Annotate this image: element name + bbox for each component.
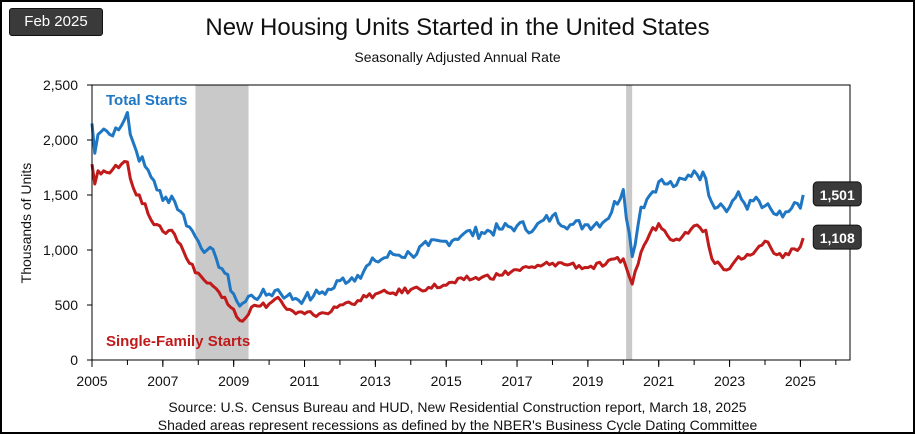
y-tick-label-3: 1,500 — [43, 187, 78, 203]
source-line: Source: U.S. Census Bureau and HUD, New … — [168, 399, 747, 415]
recession-shading — [195, 85, 633, 360]
y-tick-label-5: 2,500 — [43, 77, 78, 93]
end-value-label-0: 1,501 — [820, 187, 855, 203]
x-tick-label-9: 2023 — [714, 373, 745, 389]
source-note: Source: U.S. Census Bureau and HUD, New … — [0, 398, 915, 434]
series-name-0: Total Starts — [106, 92, 187, 109]
recession-note: Shaded areas represent recessions as def… — [157, 417, 758, 433]
x-tick-label-10: 2025 — [785, 373, 816, 389]
y-tick-label-4: 2,000 — [43, 132, 78, 148]
end-value-box-1 — [812, 224, 862, 250]
date-badge: Feb 2025 — [9, 8, 103, 36]
y-axis-label: Thousands of Units — [18, 163, 34, 284]
y-tick-label-0: 0 — [70, 352, 78, 368]
series-line-0 — [90, 111, 805, 308]
x-tick-label-8: 2021 — [643, 373, 674, 389]
end-value-1: 1,108 — [812, 224, 862, 250]
y-tick-label-2: 1,000 — [43, 242, 78, 258]
series-labels: Total Starts 1,501 Single-Family Starts 1,1… — [106, 92, 862, 350]
end-value-0: 1,501 — [812, 181, 862, 207]
x-tick-label-0: 2005 — [76, 373, 107, 389]
series-name-1: Single-Family Starts — [106, 333, 250, 350]
x-tick-label-5: 2015 — [431, 373, 462, 389]
chart-subtitle: Seasonally Adjusted Annual Rate — [354, 49, 561, 65]
recession-band-1 — [626, 85, 633, 360]
x-tick-label-3: 2011 — [289, 373, 319, 389]
plot-border — [91, 84, 851, 361]
end-value-box-0 — [812, 181, 862, 207]
chart-title: New Housing Units Started in the United … — [205, 14, 710, 41]
series-line-1 — [90, 160, 805, 323]
x-tick-label-7: 2019 — [572, 373, 603, 389]
end-value-label-1: 1,108 — [820, 230, 855, 246]
axes: 0 500 1,000 1,500 2,000 2,500 2005 2007 2009 2011… — [43, 77, 851, 389]
recession-band-0 — [195, 85, 249, 360]
series-lines — [90, 111, 805, 323]
y-tick-label-1: 500 — [55, 297, 79, 313]
x-tick-label-4: 2013 — [360, 373, 391, 389]
x-tick-label-1: 2007 — [147, 373, 178, 389]
x-tick-label-6: 2017 — [501, 373, 532, 389]
x-tick-label-2: 2009 — [218, 373, 249, 389]
